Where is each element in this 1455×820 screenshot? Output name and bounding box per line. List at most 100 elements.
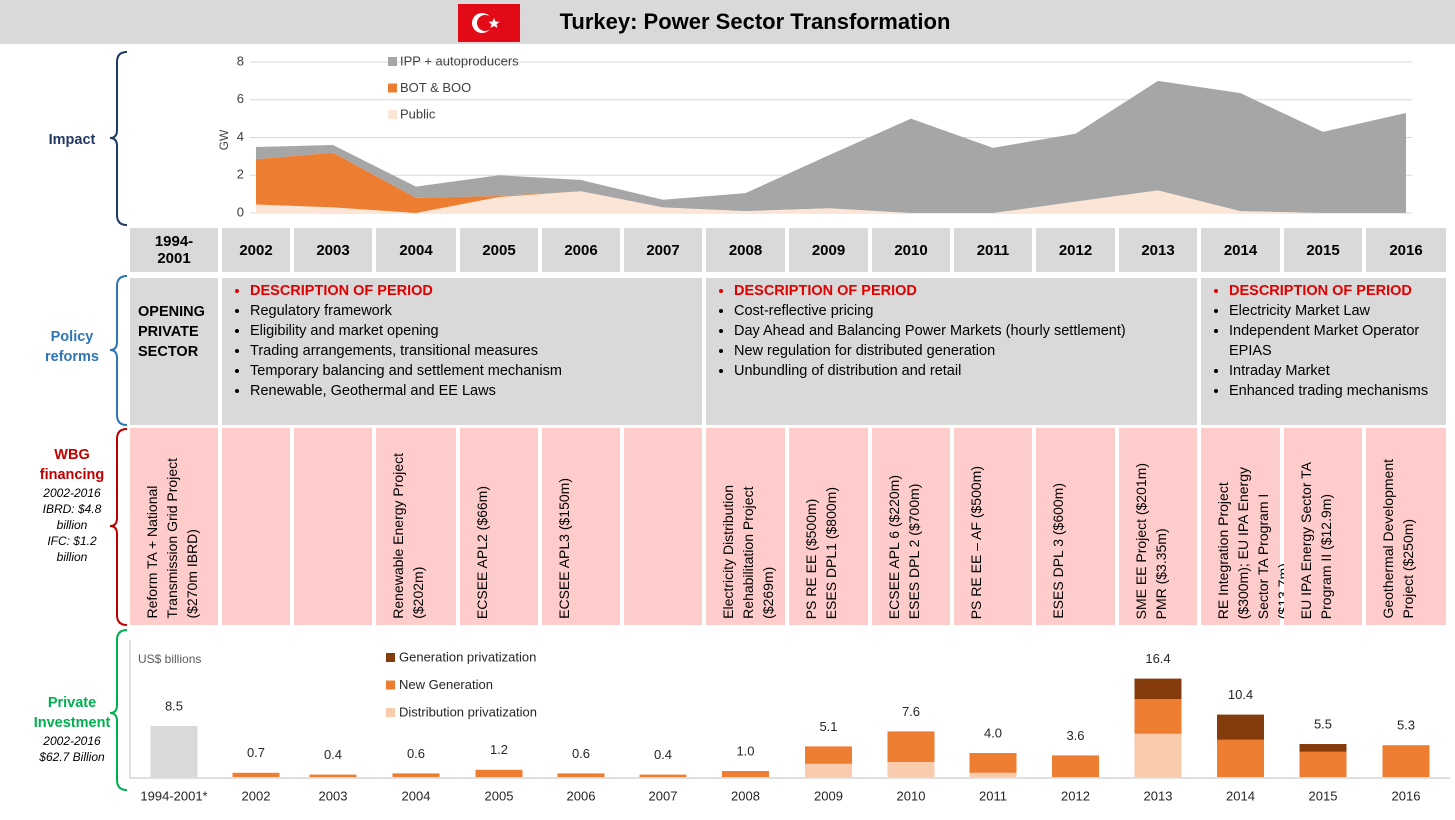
title-bar (0, 0, 1455, 44)
row-label-text: Private Investment (33, 695, 111, 731)
policy-bullet: New regulation for distributed generatio… (734, 341, 1191, 361)
financing-cell: PS RE EE – AF ($500m) (954, 428, 1032, 625)
title: Turkey: Power Sector Transformation (560, 9, 951, 34)
flag (458, 4, 520, 42)
year-header: 2016 (1366, 228, 1446, 272)
financing-cell: ECSEE APL 6 ($220m) ESES DPL 2 ($700m) (872, 428, 950, 625)
legend-label: New Generation (399, 677, 493, 692)
year-header: 2007 (624, 228, 702, 272)
policy-list: DESCRIPTION OF PERIODRegulatory framewor… (228, 281, 696, 401)
x-tick-label: 2011 (979, 788, 1007, 803)
year-header: 2008 (706, 228, 785, 272)
value-label: 0.6 (572, 746, 590, 761)
financing-line: PS RE EE – AF ($500m) (968, 465, 984, 619)
year-header: 2005 (460, 228, 538, 272)
year-text: 1994-2001 (154, 233, 194, 267)
financing-text: PS RE EE – AF ($500m) (966, 466, 986, 619)
year-text: 2006 (564, 241, 598, 259)
legend-swatch (386, 680, 395, 690)
financing-line: ($300m); EU IPA Energy (1235, 466, 1251, 619)
year-text: 2004 (399, 241, 433, 259)
year-text: 2010 (894, 241, 928, 259)
y-tick-label: 8 (237, 53, 244, 68)
row-label-text: Impact (48, 132, 96, 148)
braces (109, 51, 128, 791)
row-label: Private Investment 2002-2016 $62.7 Billion (14, 693, 130, 765)
bar-segment (475, 769, 523, 777)
y-tick-label: 2 (237, 167, 244, 182)
year-text: 2014 (1223, 241, 1258, 259)
year-text: 2015 (1306, 241, 1340, 259)
bar-segment (1217, 714, 1264, 740)
financing-line: RE Integration Project (1215, 482, 1231, 619)
row-note: IBRD: $4.8 billion (42, 502, 102, 532)
financing-line: ECSEE APL2 ($66m) (474, 485, 490, 619)
year-text: 2003 (316, 241, 350, 259)
row-label: WBG financing 2002-2016 IBRD: $4.8 billion… (14, 445, 130, 565)
value-label: 5.5 (1314, 716, 1332, 731)
policy-bullet: Eligibility and market opening (250, 321, 696, 341)
value-label: 16.4 (1145, 651, 1170, 666)
year-header: 2009 (789, 228, 868, 272)
bar (150, 726, 198, 777)
bar-segment (1134, 699, 1182, 734)
financing-line: ESES DPL 2 ($700m) (906, 483, 922, 619)
policy-bullet: Unbundling of distribution and retail (734, 361, 1191, 381)
financing-line: Electricity Distribution (720, 485, 736, 619)
policy-cell: DESCRIPTION OF PERIODCost-reflective pri… (706, 278, 1197, 425)
year-header: 2011 (954, 228, 1032, 272)
bar-segment (1382, 745, 1430, 777)
bar-segment (232, 772, 280, 777)
x-tick-label: 2005 (485, 788, 514, 803)
policy-list: DESCRIPTION OF PERIODCost-reflective pri… (712, 281, 1191, 381)
x-tick-label: 2004 (402, 788, 431, 803)
policy-bullet: Trading arrangements, transitional measu… (250, 341, 696, 361)
bar-segment (1299, 751, 1347, 777)
legend-label: Public (400, 106, 436, 121)
financing-text: ECSEE APL2 ($66m) (472, 486, 492, 619)
row-note: IFC: $1.2 billion (47, 534, 97, 564)
year-text: 2007 (646, 241, 680, 259)
x-tick-label: 2014 (1226, 788, 1255, 803)
x-tick-label: 2013 (1144, 788, 1173, 803)
y-axis-label: GW (217, 129, 231, 150)
area (256, 80, 1406, 213)
value-label: 1.2 (490, 742, 508, 757)
bar-segment (969, 772, 1017, 777)
bar-segment (392, 773, 440, 777)
financing-text: Electricity Distribution Rehabilitation P… (718, 485, 778, 619)
x-tick-label: 2006 (567, 788, 596, 803)
row-label: Policy reforms (14, 327, 130, 367)
x-tick-label: 2015 (1309, 788, 1338, 803)
financing-line: EU IPA Energy Sector TA (1298, 461, 1314, 619)
x-tick-label: 2009 (814, 788, 843, 803)
financing-line: Transmission Grid Project (164, 458, 180, 619)
financing-line: Geothermal Development (1380, 459, 1396, 619)
year-text: 2009 (811, 241, 846, 259)
year-text: 2013 (1141, 241, 1175, 259)
financing-cell (222, 428, 290, 625)
x-tick-label: 2008 (731, 788, 760, 803)
area (256, 190, 1406, 213)
value-label: 10.4 (1228, 687, 1253, 702)
year-text: 2008 (728, 241, 763, 259)
financing-line: ($202m) (410, 566, 426, 619)
financing-line: Rehabilitation Project (740, 486, 756, 619)
y-tick-label: 0 (237, 204, 244, 219)
row-label-text: Policy reforms (45, 329, 99, 365)
year-text: 2012 (1058, 241, 1093, 259)
year-header: 2002 (222, 228, 290, 272)
value-label: 1.0 (736, 743, 754, 758)
financing-cell: Electricity Distribution Rehabilitation P… (706, 428, 785, 625)
financing-line: Sector TA Program I (1255, 493, 1271, 619)
policy-bullet: Independent Market Operator EPIAS (1229, 321, 1440, 361)
bar-segment (1299, 744, 1347, 752)
x-tick-label: 1994-2001* (140, 788, 207, 803)
policy-cell: DESCRIPTION OF PERIODElectricity Market … (1201, 278, 1446, 425)
policy-bullet: Electricity Market Law (1229, 301, 1440, 321)
year-header: 2006 (542, 228, 620, 272)
year-header: 1994-2001 (130, 228, 218, 272)
policy-heading: DESCRIPTION OF PERIOD (250, 281, 696, 301)
